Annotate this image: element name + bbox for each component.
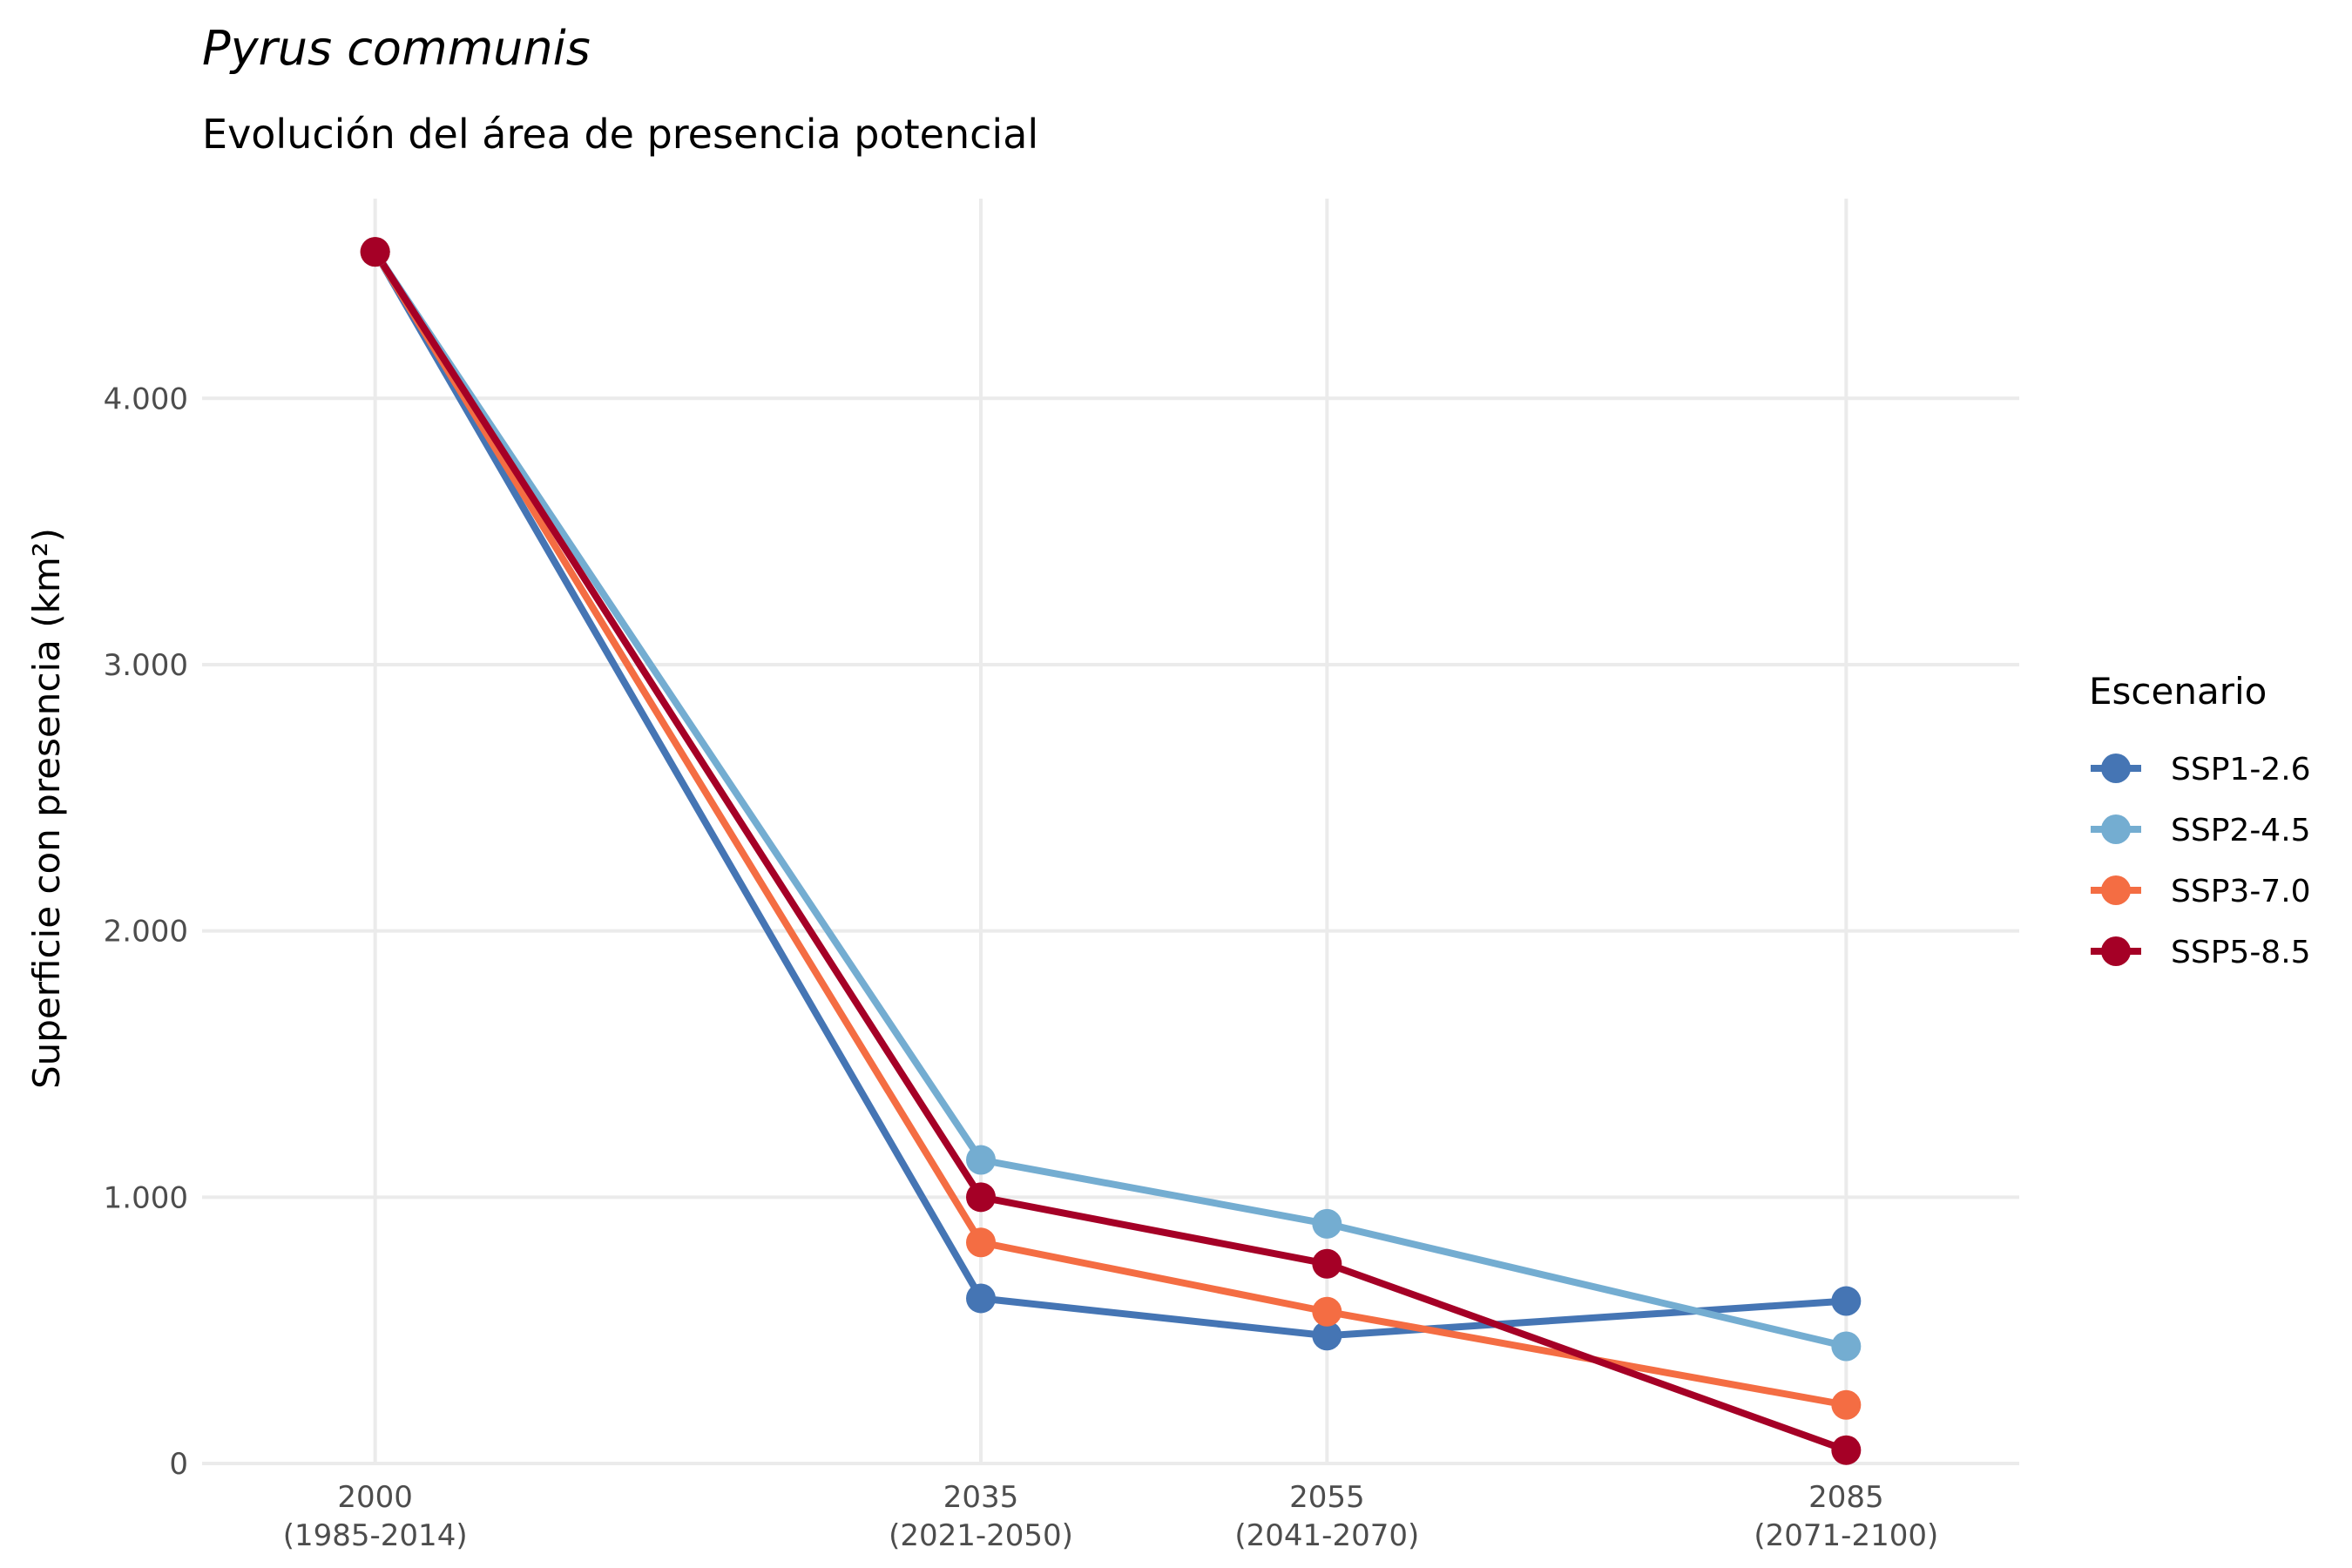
legend-key-point (2101, 875, 2131, 905)
legend-title: Escenario (2089, 670, 2267, 713)
chart-title: Pyrus communis (202, 21, 591, 76)
x-tick-label: (2071-2100) (1754, 1518, 1938, 1553)
y-tick-label: 2.000 (104, 915, 188, 950)
x-tick-label: (2021-2050) (889, 1518, 1073, 1553)
grid (202, 199, 2019, 1465)
legend-label: SSP2-4.5 (2171, 813, 2311, 848)
y-tick-label: 4.000 (104, 382, 188, 416)
legend-key-point (2101, 754, 2131, 783)
legend-label: SSP1-2.6 (2171, 752, 2311, 787)
series-line-ssp2-4-5 (372, 249, 1848, 1350)
data-point-ssp5-8-5 (1831, 1435, 1862, 1465)
data-point-ssp3-7-0 (1831, 1389, 1862, 1420)
series-line-ssp3-7-0 (372, 250, 1848, 1409)
x-tick-label: 2035 (943, 1480, 1019, 1515)
legend: Escenario SSP1-2.6 SSP2-4.5 SSP3-7.0 SSP5-8… (2089, 670, 2311, 970)
data-point-ssp5-8-5 (360, 237, 390, 267)
axes: 0 1.000 2.000 3.000 4.000 2000(1985-2014) 2035… (104, 382, 1939, 1553)
chart-subtitle: Evolución del área de presencia potencia… (202, 111, 1038, 158)
data-point-ssp2-4-5 (1831, 1331, 1862, 1362)
x-tick-label: (1985-2014) (283, 1518, 468, 1553)
data-point-ssp5-8-5 (966, 1182, 996, 1213)
data-point-ssp1-2-6 (966, 1283, 996, 1314)
data-point-ssp2-4-5 (966, 1145, 996, 1175)
y-tick-label: 3.000 (104, 648, 188, 683)
data-point-ssp1-2-6 (1831, 1286, 1862, 1316)
data-point-ssp3-7-0 (1312, 1296, 1342, 1327)
data-point-ssp1-2-6 (1312, 1321, 1342, 1351)
x-tick-label: (2041-2070) (1234, 1518, 1419, 1553)
legend-key-point (2101, 814, 2131, 844)
series-line-ssp1-2-6 (372, 250, 1847, 1340)
data-point-ssp5-8-5 (1312, 1248, 1342, 1279)
y-tick-label: 0 (169, 1447, 188, 1482)
x-tick-label: 2000 (337, 1480, 413, 1515)
legend-key-point (2101, 936, 2131, 966)
series (360, 237, 1862, 1465)
series-line-ssp5-8-5 (372, 249, 1848, 1454)
legend-label: SSP5-8.5 (2171, 935, 2311, 970)
legend-label: SSP3-7.0 (2171, 874, 2311, 909)
data-point-ssp2-4-5 (1312, 1208, 1342, 1239)
x-tick-label: 2055 (1289, 1480, 1365, 1515)
x-tick-label: 2085 (1808, 1480, 1884, 1515)
y-axis-label: Superficie con presencia (km²) (25, 528, 68, 1089)
data-point-ssp3-7-0 (966, 1227, 996, 1258)
y-tick-label: 1.000 (104, 1180, 188, 1215)
